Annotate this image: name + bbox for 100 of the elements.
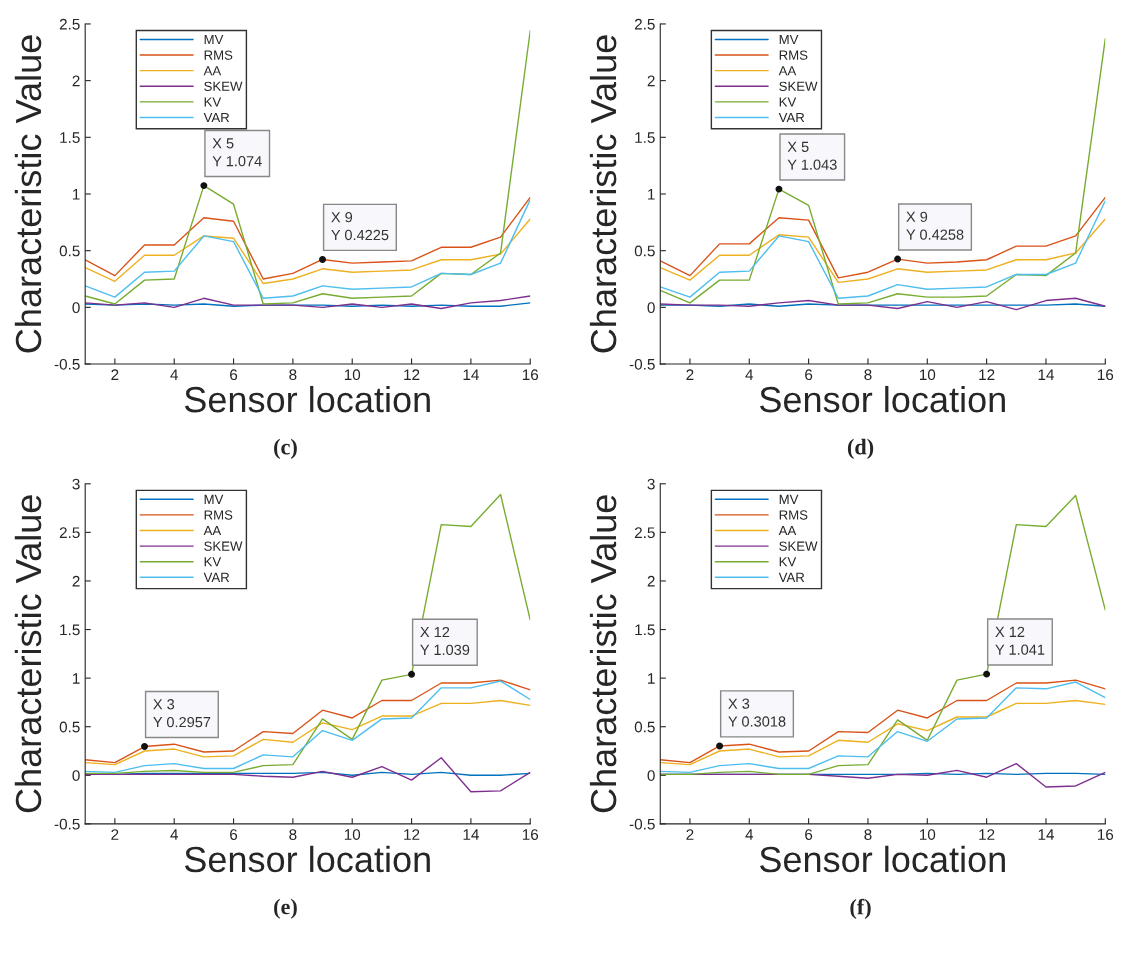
legend-label: KV [779,97,797,107]
x-tick-label: 10 [919,829,936,840]
y-tick-label: -0.5 [54,358,80,370]
y-tick-label: 2.5 [634,527,655,539]
line-series [85,196,531,280]
x-tick-label: 6 [805,829,813,840]
x-tick-label: 12 [979,829,995,840]
x-tick-label: 2 [686,829,694,840]
x-tick-label: 2 [686,369,694,380]
line-series [85,699,531,766]
y-tick-label: 0.5 [634,721,655,733]
legend-label: VAR [203,112,230,123]
x-tick-label: 8 [289,369,297,381]
x-tick-label: 8 [864,829,872,840]
x-tick-label: 8 [864,369,872,381]
x-tick-label: 12 [404,829,420,840]
y-tick-label: 2 [647,575,655,587]
legend-label: AA [203,526,222,536]
text: (e) [274,898,297,919]
x-axis-title: Sensor location [184,385,430,413]
y-axis-title: Characteristic Value [589,35,617,353]
x-tick-label: 8 [289,829,297,840]
y-tick-label: 1.5 [60,624,80,636]
legend-label: AA [778,526,797,536]
x-axis-title: Sensor location [759,845,1005,873]
y-tick-label: 2 [72,75,80,87]
x-tick-label: 14 [1038,829,1055,840]
x-tick-label: 4 [745,829,754,840]
legend-label: SKEW [204,81,243,91]
y-tick-label: 0.5 [59,245,80,257]
x-tick-label: 14 [463,369,479,380]
x-tick-label: 6 [230,829,238,840]
x-tick-label: 2 [111,369,119,380]
line-series [660,494,1106,776]
legend-label: MV [204,34,224,45]
annotation: X 12 Y 1.041 [995,626,1045,655]
y-tick-label: -0.5 [54,818,80,830]
legend-label: MV [779,34,799,45]
y-tick-label: 2.5 [59,527,80,539]
y-tick-label: -0.5 [629,358,655,370]
y-tick-label: 0.5 [634,245,655,257]
annotation: X 9 Y 0.4258 [906,211,964,240]
x-tick-label: 10 [344,829,361,840]
legend-label: VAR [778,572,805,582]
y-tick-label: 3 [72,478,80,490]
y-tick-label: 1.5 [635,624,655,636]
y-tick-label: 0 [72,770,80,781]
legend-label: RMS [779,510,808,520]
legend-label: KV [779,557,797,567]
line-series [85,295,531,310]
legend-label: RMS [204,50,233,60]
y-tick-label: 2 [72,575,80,587]
y-tick-label: 0 [647,302,655,314]
y-tick-label: 0 [72,302,80,314]
x-tick-label: 14 [463,829,479,840]
y-axis-title: Characteristic Value [14,35,42,353]
y-tick-label: 2.5 [59,18,80,30]
line-series [85,757,531,793]
annotation: X 3 Y 0.2957 [153,699,211,728]
legend-label: RMS [779,50,808,60]
y-tick-label: 1.5 [60,132,80,143]
line-series [660,699,1106,766]
y-axis-title: Characteristic Value [589,495,617,813]
annotation: X 3 Y 0.3018 [728,698,786,727]
legend-label: RMS [204,510,233,520]
y-tick-label: 1 [648,673,655,684]
legend-label: MV [779,494,799,504]
legend-label: AA [203,66,222,76]
y-tick-label: 0 [647,770,655,781]
y-tick-label: 0.5 [59,721,80,733]
legend-label: MV [204,494,224,504]
legend-label: KV [204,97,222,107]
legend-label: SKEW [779,81,818,91]
x-tick-label: 10 [344,369,361,381]
x-tick-label: 16 [522,829,539,840]
annotation: X 5 Y 1.043 [787,141,837,170]
annotation: X 12 Y 1.039 [420,626,470,656]
legend-label: SKEW [204,541,243,551]
legend-label: AA [778,66,797,76]
x-tick-label: 16 [1097,369,1114,381]
text: (d) [847,438,874,460]
text: (c) [274,438,297,460]
y-tick-label: 3 [647,478,655,490]
line-series [660,196,1106,279]
x-tick-label: 12 [404,369,420,380]
x-tick-label: 14 [1038,369,1055,380]
x-tick-label: 16 [1097,829,1114,840]
y-tick-label: 1 [73,673,80,684]
line-series [660,200,1106,299]
x-tick-label: 6 [230,369,238,381]
line-series [85,30,531,305]
x-tick-label: 4 [170,829,178,840]
y-tick-label: 2 [647,75,655,87]
line-series [85,493,531,775]
annotation: X 9 Y 0.4225 [331,212,389,241]
line-series [85,198,531,299]
line-series [660,37,1106,305]
x-axis-title: Sensor location [759,385,1005,413]
y-axis-title: Characteristic Value [14,495,42,813]
x-tick-label: 16 [522,369,539,381]
